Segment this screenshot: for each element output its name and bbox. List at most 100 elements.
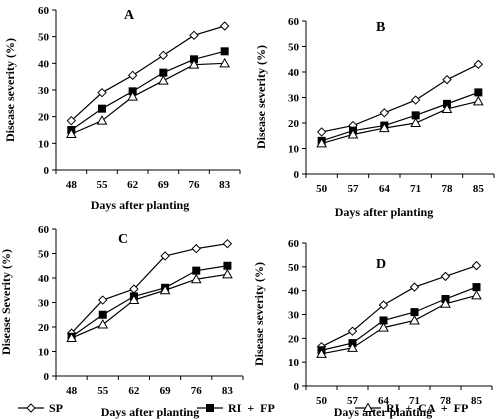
x-tick-label: 50 xyxy=(316,395,328,407)
data-point xyxy=(440,271,451,282)
data-point xyxy=(66,332,77,343)
data-point xyxy=(160,251,170,261)
y-tick-label: 30 xyxy=(38,298,50,310)
data-point xyxy=(192,266,201,275)
y-tick-label: 30 xyxy=(288,93,300,105)
data-point xyxy=(222,238,233,249)
y-tick-label: 40 xyxy=(38,273,50,285)
data-point xyxy=(65,128,77,138)
data-point xyxy=(157,75,169,85)
y-axis-label: Disease severity (%) xyxy=(254,45,268,149)
data-point xyxy=(219,57,231,68)
panel-c: 0 10 20 30 40 50 60 48 55 62 69 76 83 Days after plan… xyxy=(0,224,244,419)
data-point xyxy=(378,322,389,332)
x-tick-label: 85 xyxy=(473,183,485,195)
legend-label: SP xyxy=(49,401,63,415)
data-point xyxy=(410,95,421,105)
panel-a: 0 10 20 30 40 50 60 48 55 62 69 76 83 Days after plan… xyxy=(3,5,241,212)
y-tick-label: 50 xyxy=(38,32,50,44)
x-tick-label: 71 xyxy=(410,183,421,195)
x-tick-label: 76 xyxy=(191,385,203,397)
x-tick-label: 50 xyxy=(316,183,328,195)
x-tick-label: 76 xyxy=(189,179,201,191)
x-tick-label: 64 xyxy=(378,395,390,407)
series-line xyxy=(71,62,225,135)
data-point xyxy=(473,59,484,70)
data-point xyxy=(316,348,327,358)
x-tick-label: 48 xyxy=(66,179,78,191)
y-tick-label: 50 xyxy=(288,262,300,274)
data-point xyxy=(471,260,482,271)
data-point xyxy=(316,137,328,148)
y-axis-label: Disease severity (%) xyxy=(252,262,266,366)
series-line xyxy=(321,286,477,351)
legend-triangle-marker xyxy=(362,402,374,412)
data-point xyxy=(220,47,229,56)
y-tick-label: 20 xyxy=(288,118,300,130)
data-point xyxy=(128,294,140,305)
y-tick-label: 40 xyxy=(38,58,50,70)
data-point xyxy=(347,128,359,139)
panel-letter: A xyxy=(124,8,135,23)
series-line xyxy=(70,50,225,131)
series-triangle xyxy=(65,57,231,138)
series-line xyxy=(321,100,479,144)
x-tick-label: 71 xyxy=(409,395,420,407)
data-point xyxy=(316,127,327,137)
panel-letter: C xyxy=(118,232,128,247)
y-tick-label: 30 xyxy=(288,310,300,322)
legend-label: RI + CA + FP xyxy=(386,401,468,415)
data-point xyxy=(471,289,482,300)
y-tick-label: 20 xyxy=(38,322,50,334)
data-point xyxy=(66,115,77,126)
x-tick-label: 55 xyxy=(97,179,109,191)
y-tick-label: 10 xyxy=(38,138,50,150)
x-tick-label: 78 xyxy=(442,183,454,195)
y-tick-label: 0 xyxy=(294,169,300,181)
data-point xyxy=(378,122,390,133)
x-tick-label: 83 xyxy=(222,385,234,397)
y-tick-label: 40 xyxy=(288,67,300,79)
data-point xyxy=(223,261,232,270)
series-diamond xyxy=(316,59,484,137)
series-triangle xyxy=(66,268,233,343)
x-tick-label: 85 xyxy=(471,395,483,407)
data-point xyxy=(409,282,420,292)
data-point xyxy=(159,284,171,295)
x-tick-label: 55 xyxy=(97,385,109,397)
y-tick-label: 10 xyxy=(38,347,50,359)
data-point xyxy=(127,91,139,101)
data-point xyxy=(379,108,390,118)
panel-letter: D xyxy=(376,257,386,272)
series-line xyxy=(71,265,228,338)
y-tick-label: 60 xyxy=(38,5,50,17)
data-point xyxy=(96,115,108,125)
data-point xyxy=(190,273,202,284)
legend-square-marker xyxy=(206,404,214,412)
series-line xyxy=(321,265,477,348)
x-tick-label: 57 xyxy=(347,395,359,407)
y-tick-label: 0 xyxy=(44,371,50,383)
x-tick-label: 48 xyxy=(66,385,78,397)
data-point xyxy=(159,68,168,77)
data-point xyxy=(98,295,108,305)
data-point xyxy=(97,87,107,98)
series-diamond xyxy=(316,260,482,352)
y-tick-label: 10 xyxy=(288,357,300,369)
data-point xyxy=(440,298,451,308)
y-tick-label: 50 xyxy=(38,249,50,261)
data-point xyxy=(158,50,169,61)
data-point xyxy=(97,319,109,329)
series-line xyxy=(71,273,228,339)
x-tick-label: 57 xyxy=(348,183,360,195)
x-tick-label: 69 xyxy=(160,385,172,397)
series-square xyxy=(67,47,229,134)
y-tick-label: 60 xyxy=(288,16,300,28)
series-triangle xyxy=(316,95,484,148)
y-tick-label: 0 xyxy=(294,381,300,393)
series-square xyxy=(317,88,483,145)
data-point xyxy=(219,21,230,31)
x-tick-label: 69 xyxy=(158,179,170,191)
data-point xyxy=(409,314,420,325)
